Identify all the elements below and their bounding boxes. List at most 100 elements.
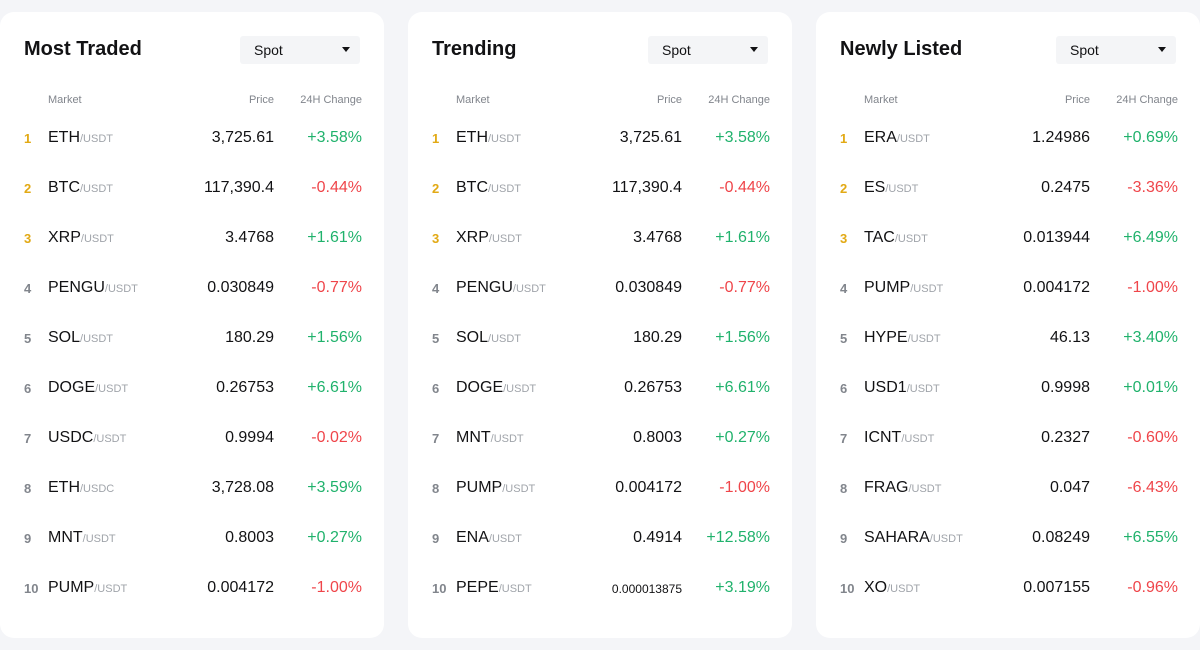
market-row[interactable]: 4 PENGU/USDT 0.030849 -0.77% bbox=[408, 263, 792, 313]
market-row[interactable]: 2 BTC/USDT 117,390.4 -0.44% bbox=[408, 163, 792, 213]
last-price: 0.013944 bbox=[1023, 229, 1090, 246]
change-24h: +0.27% bbox=[307, 529, 362, 546]
base-symbol: ICNT bbox=[864, 429, 902, 446]
change-24h: +3.58% bbox=[307, 129, 362, 146]
market-row[interactable]: 8 FRAG/USDT 0.047 -6.43% bbox=[816, 463, 1200, 513]
rank-number: 10 bbox=[840, 581, 855, 596]
panel-title: Newly Listed bbox=[840, 38, 963, 60]
base-symbol: XRP bbox=[456, 229, 489, 246]
quote-symbol: /USDT bbox=[894, 233, 928, 245]
last-price: 3,725.61 bbox=[211, 129, 274, 146]
market-pair: PENGU/USDT bbox=[48, 279, 138, 297]
rank-number: 6 bbox=[840, 381, 848, 396]
market-pair: ETH/USDC bbox=[48, 479, 114, 497]
last-price: 180.29 bbox=[225, 329, 274, 346]
change-24h: +3.58% bbox=[715, 129, 770, 146]
market-row[interactable]: 4 PENGU/USDT 0.030849 -0.77% bbox=[0, 263, 384, 313]
base-symbol: BTC bbox=[456, 179, 488, 196]
market-row[interactable]: 1 ETH/USDT 3,725.61 +3.58% bbox=[0, 113, 384, 163]
change-24h: -0.96% bbox=[1127, 579, 1178, 596]
rank-number: 5 bbox=[24, 331, 32, 346]
quote-symbol: /USDT bbox=[488, 233, 522, 245]
market-pair: SOL/USDT bbox=[456, 329, 521, 347]
base-symbol: MNT bbox=[48, 529, 83, 546]
panel-newly-listed: Newly Listed Spot Market Price 24H Chang… bbox=[816, 12, 1200, 638]
market-row[interactable]: 6 USD1/USDT 0.9998 +0.01% bbox=[816, 363, 1200, 413]
market-row[interactable]: 4 PUMP/USDT 0.004172 -1.00% bbox=[816, 263, 1200, 313]
market-pair: FRAG/USDT bbox=[864, 479, 941, 497]
market-row[interactable]: 3 TAC/USDT 0.013944 +6.49% bbox=[816, 213, 1200, 263]
change-24h: +1.56% bbox=[307, 329, 362, 346]
market-pair: XRP/USDT bbox=[456, 229, 522, 247]
last-price: 0.2475 bbox=[1041, 179, 1090, 196]
market-row[interactable]: 10 XO/USDT 0.007155 -0.96% bbox=[816, 563, 1200, 613]
market-row[interactable]: 1 ETH/USDT 3,725.61 +3.58% bbox=[408, 113, 792, 163]
market-row[interactable]: 1 ERA/USDT 1.24986 +0.69% bbox=[816, 113, 1200, 163]
market-list: 1 ERA/USDT 1.24986 +0.69% 2 ES/USDT 0.2475 -3.3… bbox=[816, 113, 1200, 613]
market-pair: ETH/USDT bbox=[48, 129, 113, 147]
market-row[interactable]: 8 ETH/USDC 3,728.08 +3.59% bbox=[0, 463, 384, 513]
base-symbol: BTC bbox=[48, 179, 80, 196]
rank-number: 3 bbox=[24, 231, 32, 246]
last-price: 0.004172 bbox=[1023, 279, 1090, 296]
market-row[interactable]: 2 BTC/USDT 117,390.4 -0.44% bbox=[0, 163, 384, 213]
change-24h: -0.02% bbox=[311, 429, 362, 446]
base-symbol: USD1 bbox=[864, 379, 907, 396]
base-symbol: FRAG bbox=[864, 479, 909, 496]
market-pair: USDC/USDT bbox=[48, 429, 126, 447]
last-price: 3.4768 bbox=[225, 229, 274, 246]
rank-number: 1 bbox=[432, 131, 440, 146]
rank-number: 8 bbox=[432, 481, 440, 496]
market-row[interactable]: 9 SAHARA/USDT 0.08249 +6.55% bbox=[816, 513, 1200, 563]
market-pair: BTC/USDT bbox=[456, 179, 521, 197]
market-type-dropdown[interactable]: Spot bbox=[1056, 36, 1176, 64]
market-row[interactable]: 8 PUMP/USDT 0.004172 -1.00% bbox=[408, 463, 792, 513]
panel-trending: Trending Spot Market Price 24H Change 1 E… bbox=[408, 12, 792, 638]
change-24h: -0.44% bbox=[719, 179, 770, 196]
market-type-dropdown[interactable]: Spot bbox=[648, 36, 768, 64]
market-row[interactable]: 10 PEPE/USDT 0.000013875 +3.19% bbox=[408, 563, 792, 613]
market-row[interactable]: 9 ENA/USDT 0.4914 +12.58% bbox=[408, 513, 792, 563]
rank-number: 10 bbox=[24, 581, 39, 596]
market-pair: ERA/USDT bbox=[864, 129, 930, 147]
change-24h: -6.43% bbox=[1127, 479, 1178, 496]
rank-number: 9 bbox=[840, 531, 848, 546]
quote-symbol: /USDC bbox=[80, 483, 115, 495]
last-price: 0.9998 bbox=[1041, 379, 1090, 396]
base-symbol: TAC bbox=[864, 229, 895, 246]
market-list: 1 ETH/USDT 3,725.61 +3.58% 2 BTC/USDT 117,390.… bbox=[0, 113, 384, 613]
last-price: 0.000013875 bbox=[611, 582, 682, 596]
rank-number: 5 bbox=[432, 331, 440, 346]
market-row[interactable]: 7 MNT/USDT 0.8003 +0.27% bbox=[408, 413, 792, 463]
market-row[interactable]: 9 MNT/USDT 0.8003 +0.27% bbox=[0, 513, 384, 563]
market-row[interactable]: 5 HYPE/USDT 46.13 +3.40% bbox=[816, 313, 1200, 363]
market-row[interactable]: 3 XRP/USDT 3.4768 +1.61% bbox=[408, 213, 792, 263]
last-price: 0.26753 bbox=[624, 379, 682, 396]
market-row[interactable]: 6 DOGE/USDT 0.26753 +6.61% bbox=[408, 363, 792, 413]
change-24h: -3.36% bbox=[1127, 179, 1178, 196]
market-row[interactable]: 6 DOGE/USDT 0.26753 +6.61% bbox=[0, 363, 384, 413]
quote-symbol: /USDT bbox=[512, 283, 546, 295]
base-symbol: HYPE bbox=[864, 329, 908, 346]
quote-symbol: /USDT bbox=[498, 583, 532, 595]
market-pair: PEPE/USDT bbox=[456, 579, 532, 597]
market-row[interactable]: 7 USDC/USDT 0.9994 -0.02% bbox=[0, 413, 384, 463]
quote-symbol: /USDT bbox=[82, 533, 116, 545]
market-row[interactable]: 7 ICNT/USDT 0.2327 -0.60% bbox=[816, 413, 1200, 463]
quote-symbol: /USDT bbox=[885, 183, 919, 195]
rank-number: 7 bbox=[432, 431, 440, 446]
market-pair: PENGU/USDT bbox=[456, 279, 546, 297]
market-row[interactable]: 5 SOL/USDT 180.29 +1.56% bbox=[0, 313, 384, 363]
quote-symbol: /USDT bbox=[488, 183, 521, 195]
market-row[interactable]: 5 SOL/USDT 180.29 +1.56% bbox=[408, 313, 792, 363]
market-row[interactable]: 3 XRP/USDT 3.4768 +1.61% bbox=[0, 213, 384, 263]
market-type-dropdown[interactable]: Spot bbox=[240, 36, 360, 64]
market-row[interactable]: 2 ES/USDT 0.2475 -3.36% bbox=[816, 163, 1200, 213]
last-price: 0.007155 bbox=[1023, 579, 1090, 596]
market-pair: BTC/USDT bbox=[48, 179, 113, 197]
market-row[interactable]: 10 PUMP/USDT 0.004172 -1.00% bbox=[0, 563, 384, 613]
market-pair: HYPE/USDT bbox=[864, 329, 941, 347]
quote-symbol: /USDT bbox=[908, 483, 942, 495]
change-24h: +0.27% bbox=[715, 429, 770, 446]
change-24h: -0.77% bbox=[719, 279, 770, 296]
